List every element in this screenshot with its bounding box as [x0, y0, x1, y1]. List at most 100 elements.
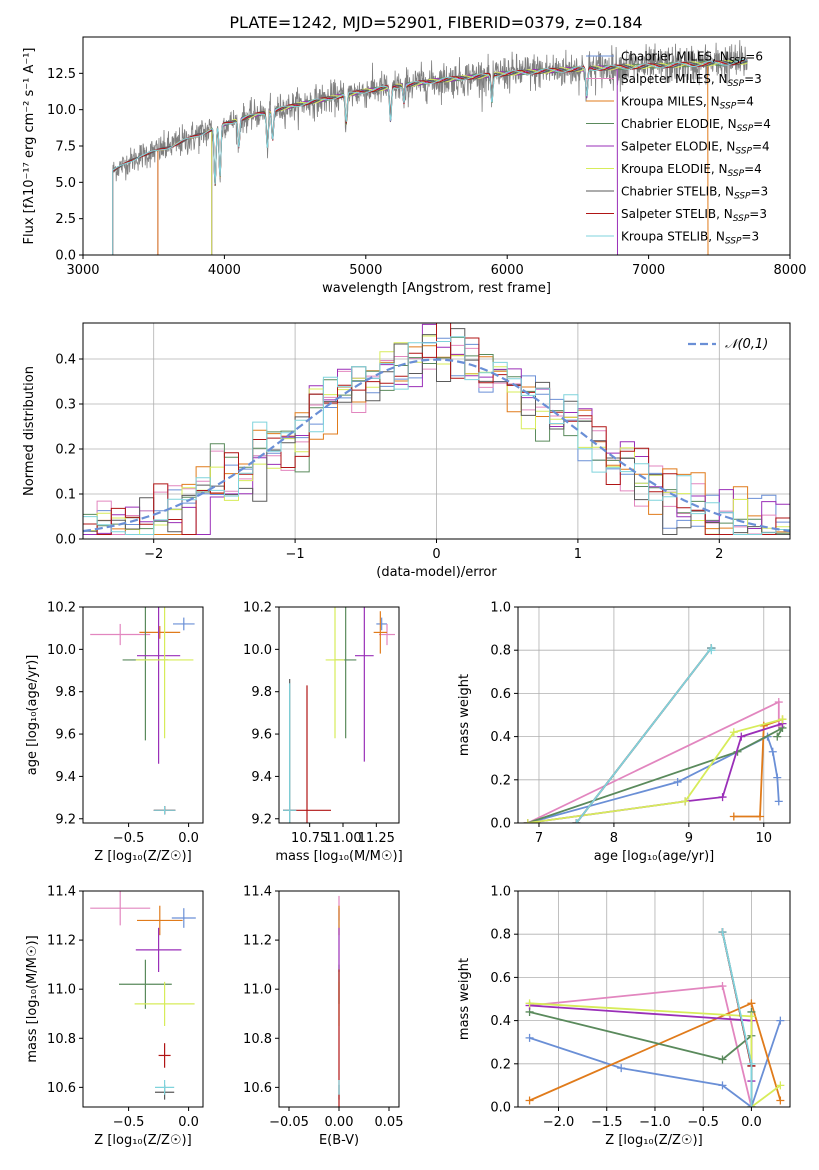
normal-reference-curve	[83, 358, 790, 533]
x-tick-label: 10.75	[291, 831, 328, 846]
x-tick-label: 4000	[208, 263, 241, 278]
weight-point-kroupa-elodie	[681, 797, 690, 806]
y-tick-label: 0.4	[490, 730, 511, 745]
x-tick-label: 0.0	[178, 1115, 199, 1130]
y-tick-label: 2.5	[55, 212, 76, 227]
y-axis-label: mass weight	[457, 958, 472, 1040]
y-tick-label: 1.0	[490, 601, 511, 616]
panel-weight_vs_Z: −2.0 −1.5 −1.0 −0.5 0.0 0.0 0.2 0.4 0.6 0.8 1.0 Z […	[457, 885, 791, 1148]
legend-label-kroupa-elodie: Kroupa ELODIE, NSSP=4	[621, 162, 762, 179]
y-tick-label: 9.2	[55, 812, 76, 827]
weight-point-kroupa-elodie	[778, 715, 787, 724]
x-tick-label: 0.05	[375, 1115, 404, 1130]
y-tick-label: 11.4	[243, 885, 272, 900]
x-tick-label: −0.5	[113, 831, 145, 846]
x-axis-label: E(B-V)	[319, 1133, 359, 1148]
legend-label-chabrier-miles: Chabrier MILES, NSSP=6	[621, 50, 763, 67]
x-tick-label: −0.05	[269, 1115, 309, 1130]
legend-label-salpeter-stelib: Salpeter STELIB, NSSP=3	[621, 207, 767, 224]
weight-point-kroupa-stelib	[718, 928, 727, 937]
weight-point-chabrier-miles	[768, 747, 777, 756]
x-axis-label: (data-model)/error	[376, 565, 497, 580]
panel-mass_vs_Z: −0.5 0.0 10.6 10.8 11.0 11.2 11.4 Z [log₁₀(Z/Z☉…	[25, 885, 204, 1148]
y-tick-label: 0.0	[490, 817, 511, 832]
x-tick-label: 0.00	[325, 1115, 354, 1130]
y-tick-label: 9.6	[55, 728, 76, 743]
y-tick-label: 0.8	[490, 928, 511, 943]
y-tick-label: 10.6	[47, 1081, 76, 1096]
y-tick-label: 9.4	[55, 770, 76, 785]
plot-area	[83, 323, 790, 539]
x-axis-label: age [log₁₀(age/yr)]	[594, 849, 715, 864]
y-tick-label: 11.4	[47, 885, 76, 900]
x-tick-label: −0.5	[113, 1115, 145, 1130]
y-tick-label: 11.2	[47, 934, 76, 949]
weight-point-kroupa-stelib	[707, 646, 716, 655]
y-tick-label: 10.6	[243, 1081, 272, 1096]
weight-point-salpeter-elodie	[737, 732, 746, 741]
x-tick-label: −1	[286, 547, 305, 562]
axes-frame	[517, 606, 791, 824]
x-axis-label: Z [log₁₀(Z/Z☉)]	[94, 1133, 191, 1148]
axes-frame	[517, 890, 791, 1108]
weight-point-chabrier-miles	[774, 797, 783, 806]
model-line-kroupa-stelib	[112, 59, 748, 255]
histogram-kroupa-stelib	[83, 336, 790, 539]
y-tick-label: 10.8	[243, 1032, 272, 1047]
y-tick-label: 9.6	[251, 728, 272, 743]
x-tick-label: 1	[574, 547, 582, 562]
y-axis-label: Normed distribution	[22, 366, 37, 496]
x-tick-label: 5000	[349, 263, 382, 278]
y-axis-label: Flux [fλ10⁻¹⁷ erg cm⁻² s⁻¹ A⁻¹]	[22, 48, 37, 245]
weight-point-chabrier-miles	[773, 773, 782, 782]
panel-weight_vs_age: 7 8 9 10 0.0 0.2 0.4 0.6 0.8 1.0 age [log₁₀(age/yr…	[457, 601, 791, 864]
weight-point-chabrier-elodie	[718, 1055, 727, 1064]
plot-area	[90, 607, 195, 815]
y-tick-label: 0.2	[490, 773, 511, 788]
weight-point-salpeter-miles	[718, 982, 727, 991]
y-tick-label: 0.3	[55, 398, 76, 413]
y-tick-label: 0.0	[55, 533, 76, 548]
plot-area	[523, 644, 787, 823]
x-tick-label: −1.5	[591, 1115, 623, 1130]
y-tick-label: 10.2	[243, 601, 272, 616]
x-tick-label: −1.0	[639, 1115, 671, 1130]
x-tick-label: 11.25	[358, 831, 395, 846]
x-tick-label: 7	[535, 831, 543, 846]
x-axis-label: wavelength [Angstrom, rest frame]	[322, 281, 551, 296]
plot-area	[283, 607, 395, 823]
y-axis-label: age [log₁₀(age/yr)]	[25, 655, 40, 776]
plot-area	[525, 928, 785, 1107]
y-tick-label: 7.5	[55, 140, 76, 155]
y-tick-label: 0.0	[55, 249, 76, 264]
y-tick-label: 9.2	[251, 812, 272, 827]
x-tick-label: 6000	[491, 263, 524, 278]
y-tick-label: 12.5	[47, 67, 76, 82]
x-tick-label: 10	[756, 831, 773, 846]
y-tick-label: 0.6	[490, 687, 511, 702]
weight-line-kroupa-elodie	[527, 718, 783, 823]
x-axis-label: Z [log₁₀(Z/Z☉)]	[94, 849, 191, 864]
legend-label-chabrier-elodie: Chabrier ELODIE, NSSP=4	[621, 117, 771, 134]
y-tick-label: 10.8	[47, 1032, 76, 1047]
x-tick-label: 7000	[632, 263, 665, 278]
y-tick-label: 0.6	[490, 971, 511, 986]
x-tick-label: −2	[144, 547, 163, 562]
axes-frame	[278, 606, 400, 824]
weight-point-kroupa-stelib	[747, 1059, 756, 1068]
y-axis-label: mass [log₁₀(M/M☉)]	[25, 935, 40, 1062]
panel-mass_vs_EBV: −0.05 0.00 0.05 10.6 10.8 11.0 11.2 11.4 E(B-V)	[243, 885, 403, 1149]
weight-point-kroupa-elodie	[523, 819, 532, 823]
y-tick-label: 0.4	[490, 1014, 511, 1029]
x-tick-label: −2.0	[543, 1115, 575, 1130]
y-tick-label: 0.4	[55, 353, 76, 368]
x-tick-label: 8	[610, 831, 618, 846]
weight-line-chabrier-elodie	[527, 725, 785, 823]
x-tick-label: 2	[715, 547, 723, 562]
y-tick-label: 5.0	[55, 176, 76, 191]
weight-point-kroupa-miles	[729, 812, 738, 821]
y-tick-label: 10.0	[47, 643, 76, 658]
x-tick-label: 0	[432, 547, 440, 562]
